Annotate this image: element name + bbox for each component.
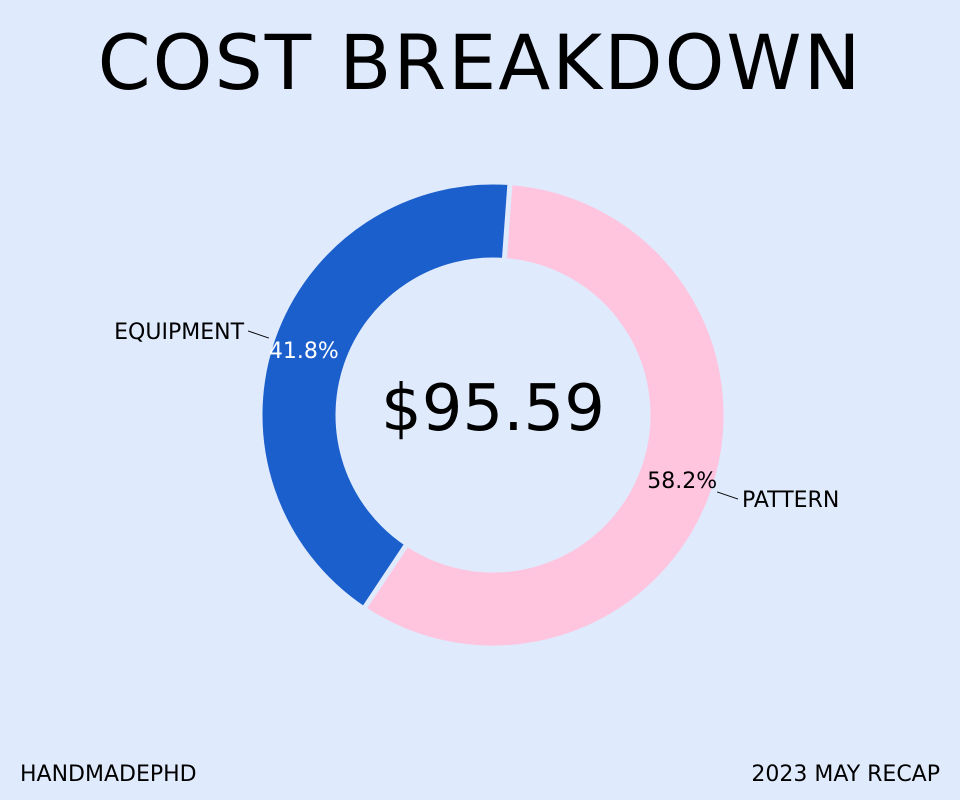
slice-label-pattern: PATTERN: [742, 488, 839, 513]
center-total-label: $95.59: [381, 372, 605, 446]
footer-brand: HANDMADEPHD: [20, 760, 197, 790]
leader-line-equipment: [248, 331, 269, 338]
slice-label-equipment: EQUIPMENT: [114, 320, 244, 345]
slice-percent-pattern: 58.2%: [647, 469, 717, 494]
leader-line-pattern: [717, 492, 738, 499]
footer-recap: 2023 MAY RECAP: [751, 760, 940, 790]
slice-percent-equipment: 41.8%: [269, 339, 339, 364]
